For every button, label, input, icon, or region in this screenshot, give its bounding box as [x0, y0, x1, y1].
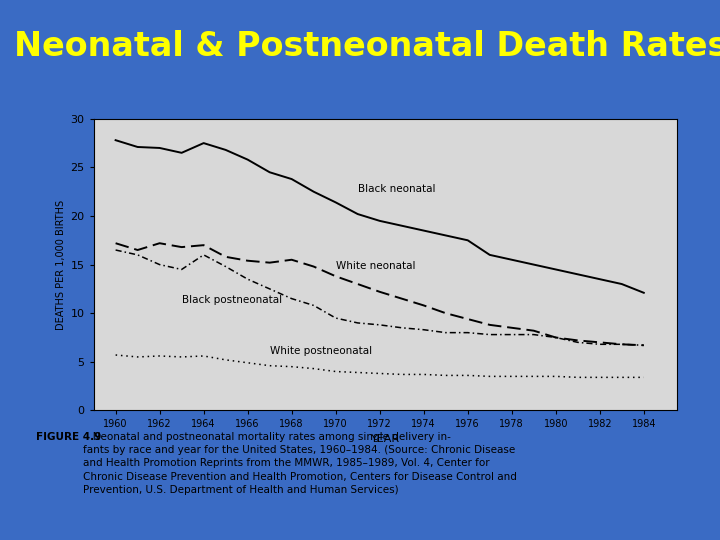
Text: Black neonatal: Black neonatal [358, 184, 435, 194]
Text: White postneonatal: White postneonatal [270, 346, 372, 356]
Text: White neonatal: White neonatal [336, 261, 415, 272]
Y-axis label: DEATHS PER 1,000 BIRTHS: DEATHS PER 1,000 BIRTHS [56, 200, 66, 329]
Text: Neonatal and postneonatal mortality rates among single delivery in-
fants by rac: Neonatal and postneonatal mortality rate… [83, 432, 517, 495]
X-axis label: YEAR: YEAR [371, 434, 400, 443]
Text: FIGURE 4.9: FIGURE 4.9 [36, 432, 102, 442]
Text: Neonatal & Postneonatal Death Rates: Neonatal & Postneonatal Death Rates [14, 30, 720, 63]
Text: Black postneonatal: Black postneonatal [181, 295, 282, 306]
